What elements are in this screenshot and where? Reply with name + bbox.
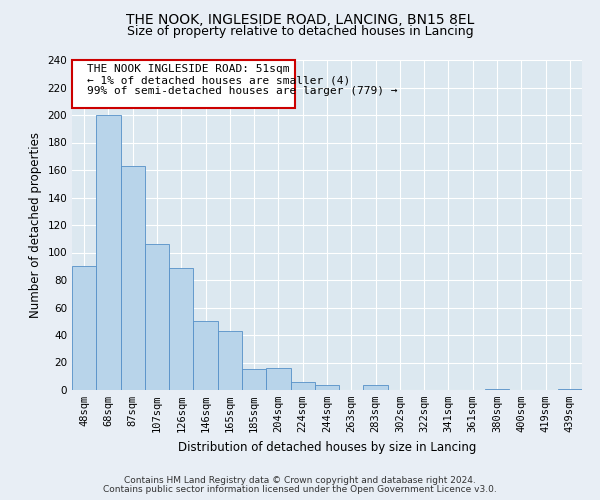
X-axis label: Distribution of detached houses by size in Lancing: Distribution of detached houses by size … xyxy=(178,440,476,454)
Y-axis label: Number of detached properties: Number of detached properties xyxy=(29,132,42,318)
Bar xyxy=(72,266,96,390)
Text: THE NOOK INGLESIDE ROAD: 51sqm: THE NOOK INGLESIDE ROAD: 51sqm xyxy=(86,64,289,74)
Bar xyxy=(96,115,121,390)
Text: Contains public sector information licensed under the Open Government Licence v3: Contains public sector information licen… xyxy=(103,485,497,494)
Text: Size of property relative to detached houses in Lancing: Size of property relative to detached ho… xyxy=(127,25,473,38)
Bar xyxy=(121,166,145,390)
Bar xyxy=(364,384,388,390)
Bar xyxy=(485,388,509,390)
Bar xyxy=(290,382,315,390)
Bar xyxy=(315,384,339,390)
Bar xyxy=(193,322,218,390)
Text: THE NOOK, INGLESIDE ROAD, LANCING, BN15 8EL: THE NOOK, INGLESIDE ROAD, LANCING, BN15 … xyxy=(126,12,474,26)
Bar xyxy=(169,268,193,390)
Bar xyxy=(218,331,242,390)
Bar xyxy=(558,388,582,390)
Text: Contains HM Land Registry data © Crown copyright and database right 2024.: Contains HM Land Registry data © Crown c… xyxy=(124,476,476,485)
Bar xyxy=(145,244,169,390)
Text: 99% of semi-detached houses are larger (779) →: 99% of semi-detached houses are larger (… xyxy=(86,86,397,96)
Text: ← 1% of detached houses are smaller (4): ← 1% of detached houses are smaller (4) xyxy=(86,75,350,85)
Bar xyxy=(266,368,290,390)
FancyBboxPatch shape xyxy=(72,60,295,108)
Bar xyxy=(242,370,266,390)
